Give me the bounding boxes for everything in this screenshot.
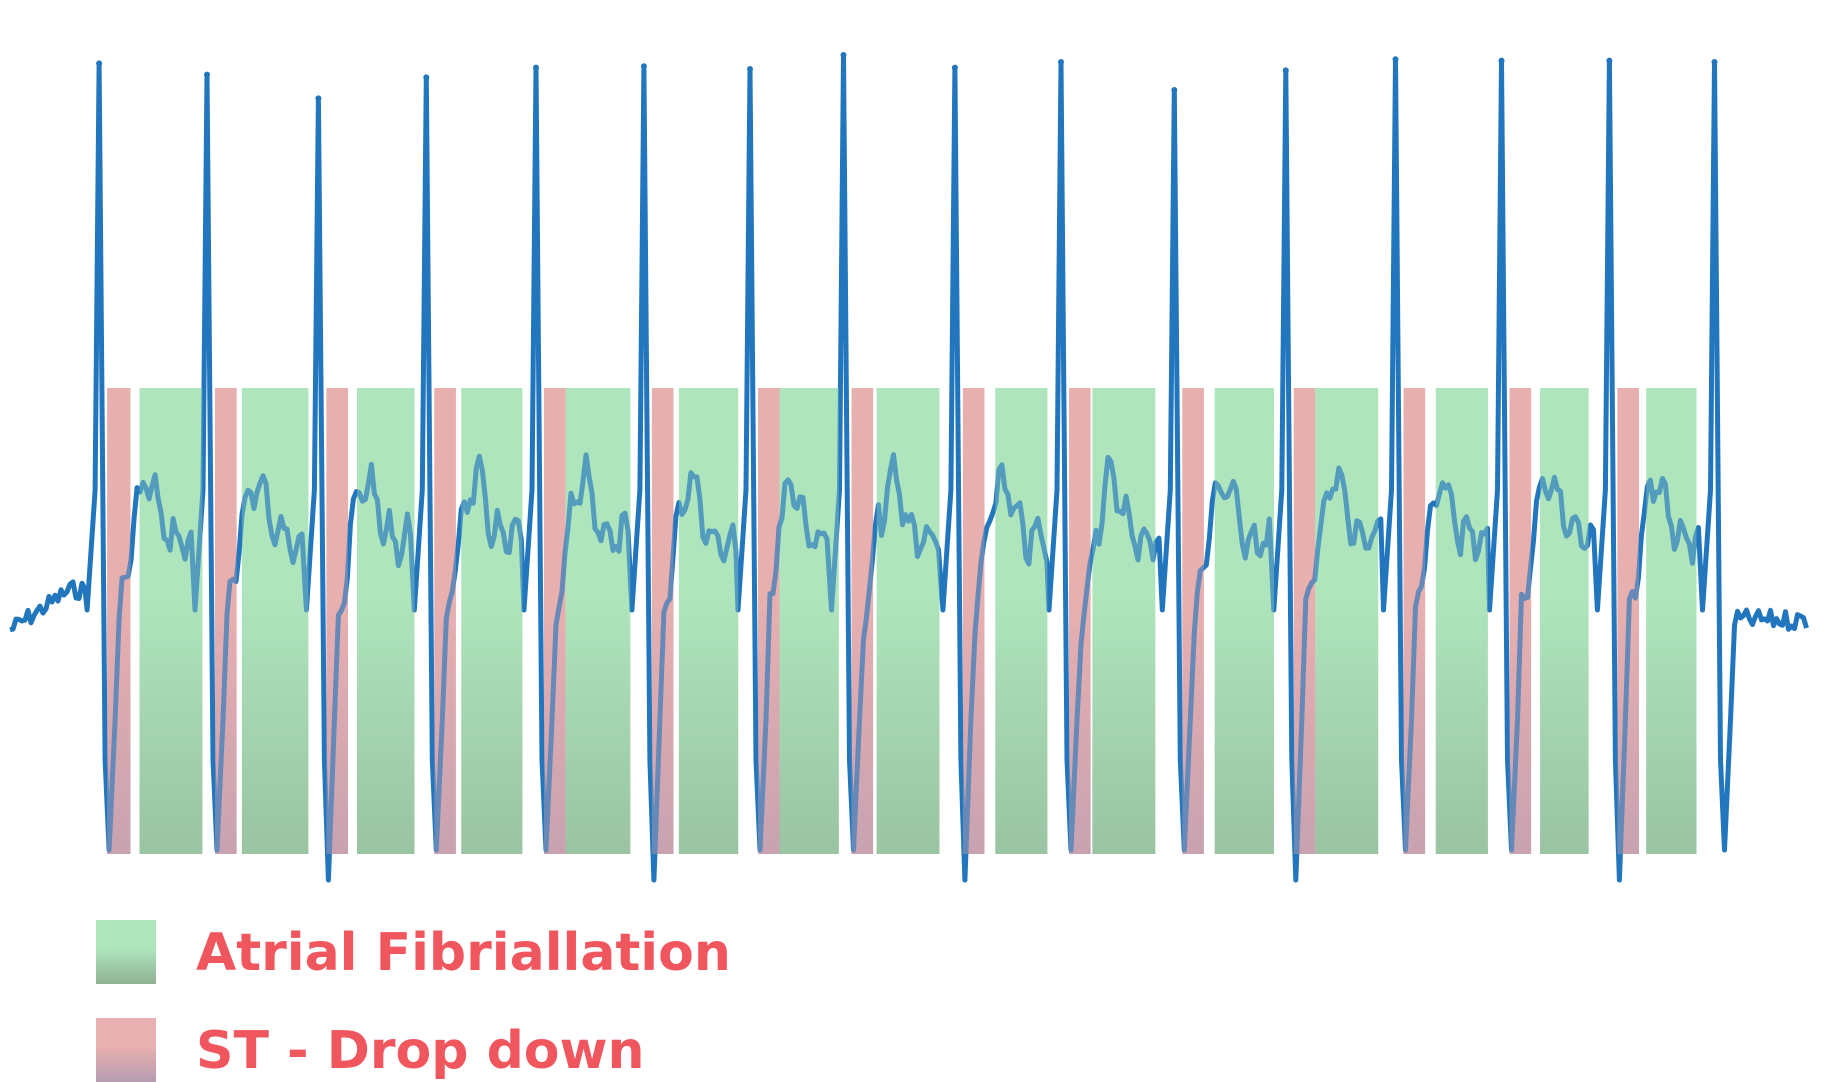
r-peak-3 — [315, 95, 322, 102]
af-overlay-16 — [876, 388, 940, 854]
st-overlay-5 — [326, 388, 348, 854]
r-peak-15 — [1606, 57, 1613, 64]
st-overlay-19 — [1069, 388, 1091, 854]
r-peak-13 — [1392, 56, 1399, 63]
r-peak-6 — [640, 63, 647, 70]
r-peak-12 — [1282, 67, 1289, 74]
af-segment-12 — [678, 388, 739, 854]
segment-overlay — [107, 388, 1697, 854]
st-overlay-23 — [1293, 388, 1316, 854]
af-segment-20 — [1092, 388, 1156, 854]
af-overlay-8 — [461, 388, 523, 854]
af-segment-24 — [1315, 388, 1379, 854]
af-segment-8 — [461, 388, 523, 854]
r-peak-8 — [840, 52, 847, 58]
af-overlay-28 — [1540, 388, 1589, 854]
af-overlay-12 — [678, 388, 739, 854]
r-peak-11 — [1171, 87, 1178, 93]
af-segment-16 — [876, 388, 940, 854]
legend: Atrial Fibriallation ST - Drop down — [96, 920, 731, 1082]
st-overlay-27 — [1509, 388, 1532, 854]
st-overlay-21 — [1182, 388, 1204, 854]
af-segment-14 — [779, 388, 839, 854]
st-overlay-3 — [215, 388, 237, 854]
st-overlay-17 — [962, 388, 985, 854]
st-overlay-11 — [651, 388, 674, 854]
af-segment-2 — [139, 388, 203, 854]
af-overlay-10 — [565, 388, 631, 854]
legend-swatch-st-drop-down — [96, 1018, 156, 1082]
r-peak-4 — [423, 74, 430, 81]
r-peak-2 — [204, 71, 210, 78]
af-segment-6 — [357, 388, 415, 854]
af-overlay-18 — [995, 388, 1048, 854]
af-overlay-24 — [1315, 388, 1379, 854]
ecg-trace — [9, 52, 1809, 883]
r-peak-16 — [1711, 59, 1718, 65]
r-peak-10 — [1058, 59, 1064, 65]
st-overlay-15 — [851, 388, 874, 854]
r-peak-14 — [1498, 57, 1505, 64]
st-overlay-9 — [544, 388, 566, 854]
ecg-signal — [9, 52, 1809, 883]
af-segment-26 — [1435, 388, 1488, 854]
st-overlay-29 — [1617, 388, 1639, 854]
af-overlay-6 — [357, 388, 415, 854]
st-overlay-25 — [1403, 388, 1426, 854]
annotation-segments — [107, 388, 1697, 854]
af-overlay-22 — [1214, 388, 1274, 854]
af-overlay-2 — [139, 388, 203, 854]
af-segment-22 — [1214, 388, 1274, 854]
legend-label-atrial-fibrillation: Atrial Fibriallation — [196, 923, 731, 983]
af-segment-30 — [1646, 388, 1697, 854]
af-overlay-26 — [1435, 388, 1488, 854]
af-overlay-30 — [1646, 388, 1697, 854]
af-segment-28 — [1540, 388, 1589, 854]
st-overlay-13 — [758, 388, 780, 854]
af-segment-4 — [241, 388, 309, 854]
af-overlay-20 — [1092, 388, 1156, 854]
st-overlay-1 — [107, 388, 131, 854]
r-peak-5 — [533, 64, 539, 71]
r-peak-1 — [96, 60, 103, 67]
r-peak-7 — [747, 66, 753, 72]
r-peak-9 — [951, 64, 958, 71]
af-overlay-4 — [241, 388, 309, 854]
af-overlay-14 — [779, 388, 839, 854]
st-overlay-7 — [434, 388, 456, 854]
af-segment-10 — [565, 388, 631, 854]
legend-swatch-atrial-fibrillation — [96, 920, 156, 984]
legend-label-st-drop-down: ST - Drop down — [196, 1021, 645, 1081]
